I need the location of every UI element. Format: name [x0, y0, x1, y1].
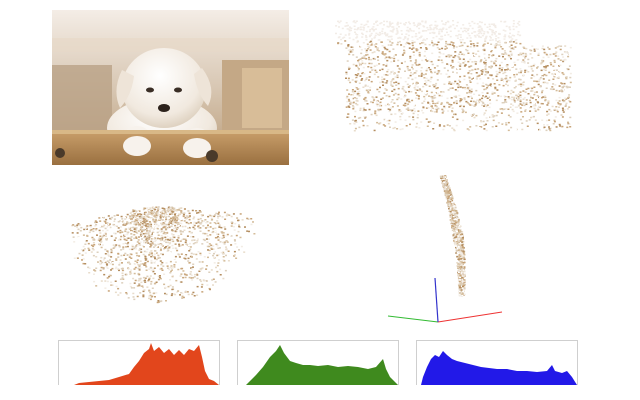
point-cloud-points: [439, 175, 466, 297]
point-cloud-side-view: [380, 170, 510, 330]
x-axis-line: [437, 311, 503, 323]
green-histogram-area: [238, 345, 398, 385]
z-axis-line: [434, 277, 439, 323]
blue-histogram-area: [417, 351, 577, 385]
red-channel-histogram: [58, 340, 220, 385]
point-cloud-points: [71, 206, 256, 304]
red-histogram-area: [59, 343, 219, 385]
point-cloud-front-view: [330, 15, 575, 155]
puppy-photo: [52, 10, 289, 165]
point-cloud-oblique-view: [70, 180, 260, 330]
y-axis-line: [387, 315, 439, 323]
green-channel-histogram: [237, 340, 399, 385]
point-cloud-points: [335, 20, 572, 132]
blue-channel-histogram: [416, 340, 578, 385]
